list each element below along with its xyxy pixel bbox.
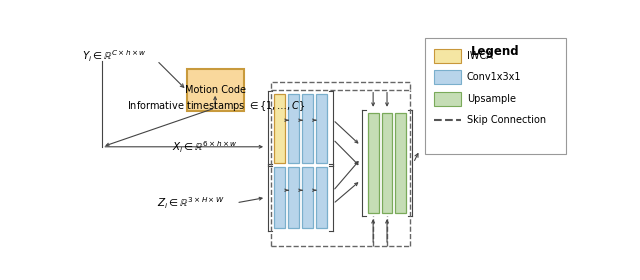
Text: Skip Connection: Skip Connection <box>467 115 546 125</box>
Bar <box>367 113 379 213</box>
Bar <box>381 113 392 213</box>
Bar <box>434 49 461 63</box>
Text: $Y_i \in \mathbb{R}^{C\times h\times w}$: $Y_i \in \mathbb{R}^{C\times h\times w}$ <box>83 48 147 64</box>
Text: Upsample: Upsample <box>467 94 516 104</box>
Bar <box>289 167 300 228</box>
Bar <box>289 94 300 163</box>
Bar <box>316 167 327 228</box>
Text: Conv1x3x1: Conv1x3x1 <box>467 72 522 82</box>
Text: Informative timestamps $\in \{1,\ldots,C\}$: Informative timestamps $\in \{1,\ldots,C… <box>127 99 305 113</box>
Bar <box>302 94 313 163</box>
Bar <box>434 70 461 84</box>
Text: Motion Code: Motion Code <box>185 85 246 95</box>
Text: Legend: Legend <box>471 45 520 59</box>
Bar <box>425 38 566 154</box>
Bar <box>275 167 285 228</box>
Bar <box>302 167 313 228</box>
Text: $X_i \in \mathbb{R}^{6\times h\times w}$: $X_i \in \mathbb{R}^{6\times h\times w}$ <box>172 139 237 155</box>
Text: IWCA: IWCA <box>467 51 493 61</box>
Bar <box>187 69 244 111</box>
Bar <box>434 92 461 106</box>
Text: $M_i \in \mathbb{R}^{L\times H\times W}$: $M_i \in \mathbb{R}^{L\times H\times W}$ <box>425 141 502 159</box>
Bar <box>396 113 406 213</box>
Bar <box>316 94 327 163</box>
Text: $Z_i \in \mathbb{R}^{3\times H\times W}$: $Z_i \in \mathbb{R}^{3\times H\times W}$ <box>157 195 225 211</box>
Bar <box>271 82 410 90</box>
Bar <box>275 94 285 163</box>
